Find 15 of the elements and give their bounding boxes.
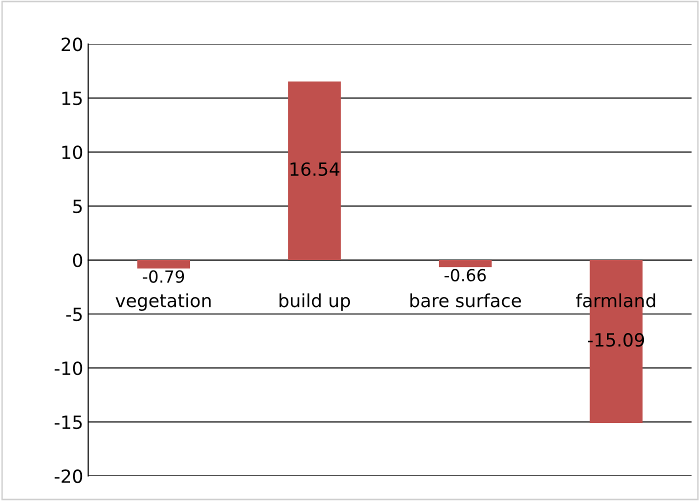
data-label: -0.66 xyxy=(444,268,486,282)
data-label: 16.54 xyxy=(290,162,340,176)
y-tick-label: 20 xyxy=(62,38,82,52)
y-tick-label: -15 xyxy=(54,416,82,430)
x-tick-label: bare surface xyxy=(410,293,521,308)
y-tick-label: 10 xyxy=(62,146,82,160)
y-tick-label: -5 xyxy=(66,308,82,322)
x-tick-label: build up xyxy=(280,293,350,311)
y-tick-label: 0 xyxy=(73,253,82,268)
y-tick-label: -10 xyxy=(54,361,82,376)
y-tick-label: 15 xyxy=(62,92,82,106)
x-tick-label: vegetation xyxy=(116,293,211,311)
y-tick-label: 5 xyxy=(73,200,82,214)
data-label: -0.79 xyxy=(142,270,184,283)
y-tick-label: -20 xyxy=(54,469,82,484)
